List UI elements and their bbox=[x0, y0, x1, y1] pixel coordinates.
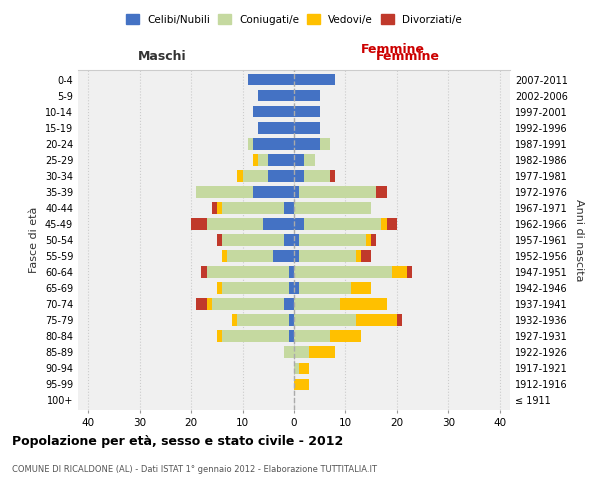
Bar bbox=[206, 266, 289, 278]
Bar bbox=[242, 170, 268, 181]
Bar bbox=[294, 138, 320, 149]
Bar bbox=[253, 186, 294, 198]
Bar bbox=[248, 138, 253, 149]
Bar bbox=[330, 330, 361, 342]
Text: Femmine: Femmine bbox=[376, 50, 440, 62]
Bar bbox=[304, 170, 330, 181]
Bar bbox=[294, 202, 371, 213]
Bar bbox=[284, 234, 294, 246]
Bar bbox=[361, 250, 371, 262]
Text: Popolazione per età, sesso e stato civile - 2012: Popolazione per età, sesso e stato civil… bbox=[12, 435, 343, 448]
Bar bbox=[227, 250, 274, 262]
Bar bbox=[299, 282, 350, 294]
Bar bbox=[299, 186, 376, 198]
Bar bbox=[371, 234, 376, 246]
Bar bbox=[258, 154, 268, 166]
Text: Maschi: Maschi bbox=[137, 50, 187, 62]
Bar bbox=[366, 234, 371, 246]
Bar bbox=[294, 218, 304, 230]
Bar bbox=[274, 250, 294, 262]
Bar bbox=[206, 218, 263, 230]
Bar bbox=[248, 74, 294, 86]
Bar bbox=[294, 314, 356, 326]
Bar bbox=[196, 186, 253, 198]
Bar bbox=[294, 186, 299, 198]
Bar bbox=[340, 298, 386, 310]
Bar bbox=[222, 282, 289, 294]
Y-axis label: Anni di nascita: Anni di nascita bbox=[574, 198, 584, 281]
Bar bbox=[289, 314, 294, 326]
Bar bbox=[202, 266, 206, 278]
Bar bbox=[238, 314, 289, 326]
Bar bbox=[222, 202, 284, 213]
Bar bbox=[376, 186, 386, 198]
Text: Femmine: Femmine bbox=[361, 44, 425, 57]
Bar bbox=[294, 298, 340, 310]
Bar bbox=[289, 330, 294, 342]
Bar bbox=[284, 346, 294, 358]
Bar bbox=[350, 282, 371, 294]
Bar bbox=[356, 250, 361, 262]
Bar bbox=[397, 314, 402, 326]
Bar bbox=[222, 234, 284, 246]
Bar bbox=[294, 234, 299, 246]
Bar bbox=[392, 266, 407, 278]
Text: COMUNE DI RICALDONE (AL) - Dati ISTAT 1° gennaio 2012 - Elaborazione TUTTITALIA.: COMUNE DI RICALDONE (AL) - Dati ISTAT 1°… bbox=[12, 465, 377, 474]
Bar bbox=[330, 170, 335, 181]
Bar bbox=[222, 330, 289, 342]
Bar bbox=[294, 90, 320, 102]
Bar bbox=[222, 250, 227, 262]
Bar bbox=[299, 250, 356, 262]
Bar bbox=[232, 314, 238, 326]
Bar bbox=[217, 234, 222, 246]
Bar bbox=[212, 298, 284, 310]
Bar bbox=[294, 106, 320, 118]
Bar bbox=[386, 218, 397, 230]
Bar bbox=[304, 218, 382, 230]
Bar bbox=[356, 314, 397, 326]
Bar bbox=[294, 266, 392, 278]
Bar bbox=[217, 282, 222, 294]
Bar bbox=[253, 154, 258, 166]
Bar bbox=[294, 346, 310, 358]
Bar bbox=[258, 90, 294, 102]
Bar bbox=[258, 122, 294, 134]
Bar bbox=[253, 106, 294, 118]
Bar bbox=[294, 362, 299, 374]
Bar bbox=[196, 298, 206, 310]
Bar bbox=[289, 282, 294, 294]
Bar bbox=[294, 154, 304, 166]
Bar bbox=[294, 122, 320, 134]
Bar bbox=[304, 154, 314, 166]
Y-axis label: Fasce di età: Fasce di età bbox=[29, 207, 39, 273]
Bar bbox=[217, 202, 222, 213]
Bar bbox=[268, 154, 294, 166]
Bar bbox=[294, 330, 330, 342]
Bar bbox=[294, 378, 310, 390]
Bar bbox=[289, 266, 294, 278]
Bar bbox=[191, 218, 206, 230]
Bar bbox=[238, 170, 242, 181]
Bar bbox=[382, 218, 386, 230]
Bar bbox=[253, 138, 294, 149]
Bar bbox=[212, 202, 217, 213]
Bar bbox=[263, 218, 294, 230]
Bar bbox=[294, 170, 304, 181]
Bar bbox=[206, 298, 212, 310]
Bar bbox=[407, 266, 412, 278]
Bar bbox=[268, 170, 294, 181]
Bar bbox=[294, 250, 299, 262]
Bar bbox=[284, 202, 294, 213]
Bar bbox=[299, 234, 366, 246]
Bar bbox=[299, 362, 310, 374]
Bar bbox=[294, 74, 335, 86]
Bar bbox=[284, 298, 294, 310]
Legend: Celibi/Nubili, Coniugati/e, Vedovi/e, Divorziati/e: Celibi/Nubili, Coniugati/e, Vedovi/e, Di… bbox=[122, 10, 466, 29]
Bar bbox=[294, 282, 299, 294]
Bar bbox=[310, 346, 335, 358]
Bar bbox=[217, 330, 222, 342]
Bar bbox=[320, 138, 330, 149]
